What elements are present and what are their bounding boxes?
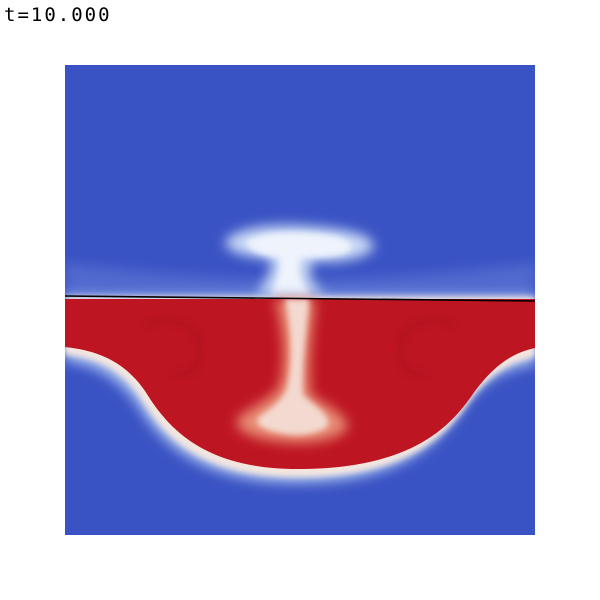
scalar-field-plot [65, 65, 535, 535]
vortex-right [396, 317, 457, 377]
field-svg [65, 65, 535, 535]
vortex-left [143, 317, 204, 377]
plume-upper-core [246, 232, 352, 297]
interface-line [65, 295, 535, 302]
jet-core [257, 299, 329, 435]
time-label: t=10.000 [4, 4, 112, 26]
